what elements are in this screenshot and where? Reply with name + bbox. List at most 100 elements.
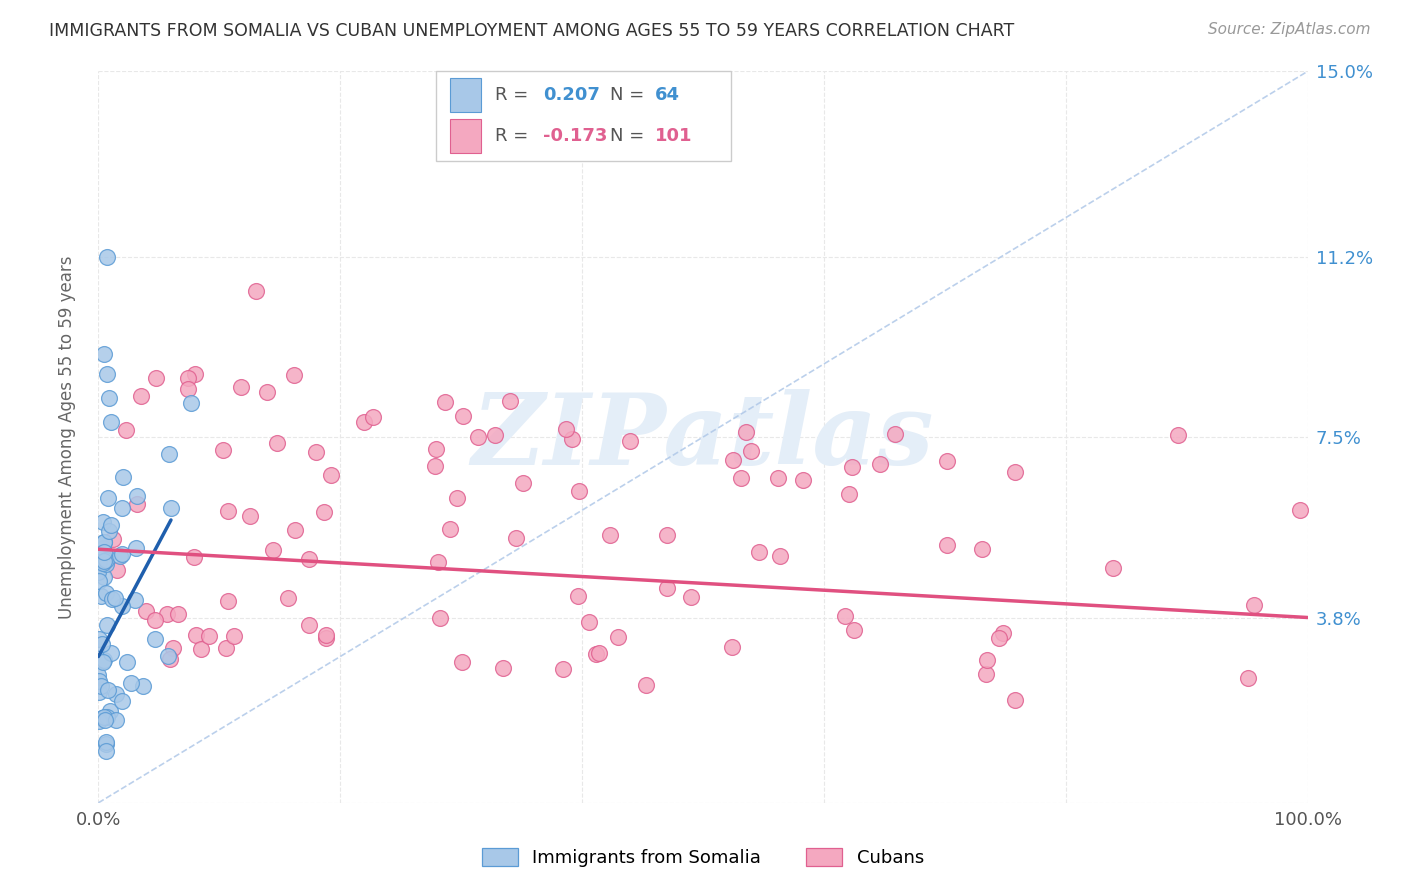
Point — [143, 632, 166, 646]
Point — [96, 617, 118, 632]
Point — [987, 632, 1010, 646]
Point — [89, 555, 111, 569]
Point — [111, 470, 134, 484]
Point — [245, 284, 267, 298]
Point — [312, 504, 335, 518]
Point — [578, 615, 600, 630]
Point — [588, 646, 610, 660]
Point — [284, 523, 307, 537]
Point — [162, 641, 184, 656]
Point — [841, 460, 863, 475]
Point — [842, 623, 865, 637]
Point — [222, 628, 245, 642]
Point — [599, 528, 621, 542]
Point — [145, 371, 167, 385]
Point — [554, 422, 576, 436]
Point — [184, 367, 207, 381]
Point — [568, 484, 591, 499]
Point — [100, 416, 122, 430]
Point — [90, 679, 112, 693]
Point — [1004, 693, 1026, 707]
Point — [111, 500, 134, 515]
Point — [730, 471, 752, 485]
Point — [111, 694, 134, 708]
Point — [972, 541, 994, 556]
Point — [769, 549, 792, 563]
Point — [96, 553, 118, 567]
Point — [143, 613, 166, 627]
Point — [315, 628, 337, 642]
Point — [132, 679, 155, 693]
Point — [283, 368, 305, 383]
Point — [423, 458, 446, 473]
Y-axis label: Unemployment Among Ages 55 to 59 years: Unemployment Among Ages 55 to 59 years — [58, 255, 76, 619]
Point — [156, 607, 179, 621]
Point — [229, 380, 252, 394]
Point — [125, 541, 148, 555]
Point — [97, 682, 120, 697]
Point — [96, 737, 118, 751]
Point — [427, 555, 450, 569]
Point — [93, 653, 115, 667]
Point — [110, 549, 132, 563]
Point — [484, 428, 506, 442]
Point — [721, 453, 744, 467]
Point — [87, 565, 110, 579]
Point — [740, 444, 762, 458]
Point — [87, 674, 110, 689]
Point — [159, 652, 181, 666]
Point — [451, 655, 474, 669]
Point — [266, 436, 288, 450]
Point — [91, 711, 114, 725]
Point — [838, 487, 860, 501]
Point — [93, 709, 115, 723]
Point — [976, 652, 998, 666]
Point — [93, 570, 115, 584]
Point — [439, 522, 461, 536]
Point — [89, 574, 111, 589]
Point — [111, 599, 134, 614]
Text: R =: R = — [495, 86, 534, 103]
Point — [606, 631, 628, 645]
Point — [585, 648, 607, 662]
Point — [96, 734, 118, 748]
Point — [91, 655, 114, 669]
Point — [1237, 671, 1260, 685]
Point — [551, 662, 574, 676]
Point — [512, 476, 534, 491]
Point — [567, 589, 589, 603]
Point — [94, 557, 117, 571]
Point — [87, 685, 110, 699]
Text: N =: N = — [610, 127, 650, 145]
Point — [98, 704, 121, 718]
Point — [561, 432, 583, 446]
Point — [91, 541, 114, 555]
Point — [177, 382, 200, 396]
Point — [129, 389, 152, 403]
Text: N =: N = — [610, 86, 650, 103]
Point — [87, 632, 110, 646]
Point — [935, 453, 957, 467]
Point — [298, 552, 321, 566]
Point — [748, 544, 770, 558]
Point — [94, 585, 117, 599]
Point — [167, 607, 190, 621]
Point — [735, 425, 758, 439]
Point — [1289, 502, 1312, 516]
Point — [94, 744, 117, 758]
Point — [451, 409, 474, 424]
Point — [91, 636, 114, 650]
Point — [135, 604, 157, 618]
Point — [104, 591, 127, 605]
Text: -0.173: -0.173 — [543, 127, 607, 145]
Point — [217, 503, 239, 517]
Point — [319, 468, 342, 483]
Point — [1102, 561, 1125, 575]
Point — [98, 391, 121, 405]
Point — [96, 367, 118, 381]
Point — [935, 538, 957, 552]
Point — [239, 509, 262, 524]
Point — [499, 394, 522, 409]
Point — [96, 710, 118, 724]
Point — [305, 444, 328, 458]
